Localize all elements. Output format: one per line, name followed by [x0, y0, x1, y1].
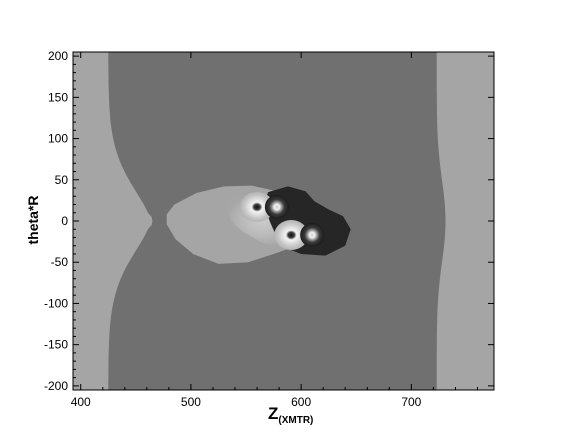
vortex-cores [240, 191, 325, 251]
outer-band-right [436, 52, 494, 390]
y-tick-label: 0 [61, 214, 68, 228]
y-tick-label: 50 [55, 173, 69, 187]
x-axis: 400 500 600 700 [71, 52, 478, 409]
y-tick-label: -150 [44, 338, 68, 352]
x-tick-label: 400 [71, 395, 91, 409]
x-axis-label: Z(XMTR) [268, 404, 313, 426]
y-tick-label: 200 [48, 49, 68, 63]
x-tick-label: 600 [291, 395, 311, 409]
vortex-core-4 [300, 223, 325, 248]
x-axis-label-main: Z [268, 404, 278, 423]
y-tick-label: -100 [44, 296, 68, 310]
y-tick-label: 100 [48, 132, 68, 146]
outer-band-left [73, 52, 153, 390]
y-tick-label: -50 [51, 255, 69, 269]
vortex-core-3 [264, 194, 289, 219]
y-tick-label: -200 [44, 379, 68, 393]
x-axis-label-subscript: (XMTR) [278, 415, 313, 426]
vortex-core-1 [240, 191, 275, 222]
contour-field [73, 52, 494, 390]
x-tick-label: 500 [181, 395, 201, 409]
y-axis-label: theta*R [25, 195, 41, 244]
y-tick-label: 150 [48, 90, 68, 104]
x-tick-label: 700 [401, 395, 421, 409]
vortex-core-2 [274, 220, 309, 251]
y-axis: 200 150 100 50 0 -50 -100 -150 -200 [44, 49, 494, 393]
